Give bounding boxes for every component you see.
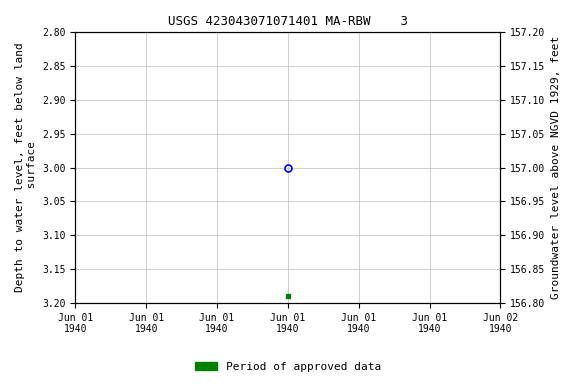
Y-axis label: Depth to water level, feet below land
 surface: Depth to water level, feet below land su… xyxy=(15,43,37,292)
Legend: Period of approved data: Period of approved data xyxy=(191,358,385,377)
Y-axis label: Groundwater level above NGVD 1929, feet: Groundwater level above NGVD 1929, feet xyxy=(551,36,561,299)
Title: USGS 423043071071401 MA-RBW    3: USGS 423043071071401 MA-RBW 3 xyxy=(168,15,408,28)
